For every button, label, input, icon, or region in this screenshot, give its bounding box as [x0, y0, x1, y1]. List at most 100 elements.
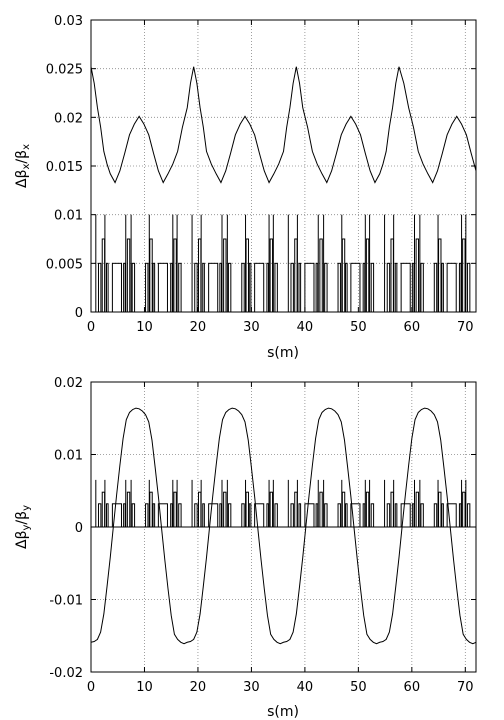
beta-x-element-box	[145, 262, 149, 313]
beta-y-element-box	[248, 503, 252, 528]
beta-y-element-box	[223, 491, 227, 528]
beta-x-element-box	[178, 262, 182, 313]
beta-y-element-box	[145, 503, 149, 528]
beta-x-lattice-elements	[91, 214, 476, 313]
beta-y-element-box	[173, 491, 177, 528]
beta-y-element-box	[266, 503, 270, 528]
beta-y-element-box	[345, 503, 348, 528]
beta-x-element-box	[298, 262, 302, 313]
beta-x-element-box	[370, 262, 375, 313]
beta-x-element-box	[420, 262, 424, 313]
beta-x-element-box	[446, 262, 457, 313]
beta-y-xlabel: s(m)	[267, 704, 299, 720]
beta-y-element-box	[433, 503, 438, 528]
beta-x-element-box	[248, 262, 252, 313]
beta-y-element-box	[178, 503, 182, 528]
beta-y-xtick-label: 30	[243, 680, 260, 695]
beta-y-element-box	[462, 491, 466, 528]
beta-x-element-box	[254, 262, 265, 313]
beta-x-element-box	[290, 262, 294, 313]
beta-y-element-box	[438, 491, 442, 528]
beta-y-element-box	[415, 491, 420, 528]
beta-x-element-box	[152, 262, 156, 313]
beta-y-xtick-label: 10	[136, 680, 153, 695]
beta-x-element-box	[149, 238, 153, 313]
beta-x-xlabel: s(m)	[267, 345, 299, 361]
beta-y-element-box	[241, 503, 245, 528]
beta-y-element-box	[269, 491, 274, 528]
beta-y-element-box	[337, 503, 341, 528]
beta-x-element-box	[173, 238, 177, 313]
beta-x-element-box	[227, 262, 232, 313]
beta-y-element-box	[319, 491, 323, 528]
beta-x-ytick-label: 0.02	[54, 111, 83, 126]
beta-x-element-box	[223, 238, 227, 313]
beta-x-element-box	[126, 238, 131, 313]
beta-y-element-box	[170, 503, 173, 528]
beta-x-element-box	[97, 262, 102, 313]
beta-x-xtick-label: 0	[87, 320, 95, 335]
beta-x-element-box	[304, 262, 315, 313]
beta-x-element-box	[106, 262, 109, 313]
beta-y-element-box	[441, 503, 444, 528]
beta-x-element-box	[202, 262, 205, 313]
beta-y-curve	[90, 407, 477, 645]
beta-y-element-box	[131, 503, 136, 528]
beta-x-element-box	[390, 238, 394, 313]
beta-y-element-box	[101, 491, 106, 528]
beta-y-element-box	[370, 503, 375, 528]
beta-x-ytick-label: 0.01	[54, 209, 83, 224]
beta-y-element-box	[390, 491, 394, 528]
beta-x-element-box	[101, 238, 106, 313]
beta-x-element-box	[241, 262, 245, 313]
beta-x-element-box	[441, 262, 444, 313]
beta-y-element-box	[420, 503, 424, 528]
beta-x-element-box	[411, 262, 415, 313]
beta-x-element-box	[170, 262, 173, 313]
beta-x-panel: 0 10 20 30 40 50 60 70 0 0.005 0.01 0.015 0.02 0.025 0…	[14, 14, 477, 361]
beta-x-ylabel: Δβx/βx	[14, 144, 32, 188]
beta-y-element-box	[227, 503, 232, 528]
beta-y-element-box	[194, 503, 198, 528]
beta-y-ytick-label: 0	[75, 521, 83, 536]
beta-y-element-box	[152, 503, 156, 528]
beta-y-xtick-label: 50	[350, 680, 367, 695]
beta-x-element-box	[324, 262, 328, 313]
beta-x-element-box	[219, 262, 222, 313]
beta-x-element-box	[362, 262, 366, 313]
beta-y-element-box	[298, 503, 302, 528]
beta-x-element-box	[400, 262, 411, 313]
beta-x-element-box	[315, 262, 319, 313]
beta-y-xtick-label: 60	[404, 680, 421, 695]
beta-x-element-box	[462, 238, 466, 313]
beta-x-element-box	[157, 262, 168, 313]
beta-x-element-box	[438, 238, 442, 313]
beta-x-ytick-label: 0.025	[46, 63, 83, 78]
beta-y-xtick-label: 70	[457, 680, 474, 695]
beta-x-xtick-label: 20	[190, 320, 207, 335]
beta-x-element-box	[131, 262, 136, 313]
beta-y-lattice-elements	[91, 479, 476, 528]
beta-y-xtick-label: 40	[297, 680, 314, 695]
beta-x-element-box	[433, 262, 438, 313]
beta-x-element-box	[458, 262, 462, 313]
beta-y-element-box	[202, 503, 205, 528]
beta-y-element-box	[466, 503, 471, 528]
beta-x-ytick-label: 0.03	[54, 14, 83, 29]
beta-y-ytick-label: 0.01	[54, 449, 83, 464]
beta-x-element-box	[415, 238, 420, 313]
beta-y-element-box	[106, 503, 109, 528]
beta-x-element-box	[394, 262, 398, 313]
beta-x-ticks: 0 10 20 30 40 50 60 70 0 0.005 0.01 0.015 0.02 0.025 0…	[46, 14, 476, 335]
beta-x-xtick-label: 70	[457, 320, 474, 335]
beta-y-element-box	[245, 491, 249, 528]
beta-x-element-box	[341, 238, 346, 313]
beta-x-xtick-label: 10	[136, 320, 153, 335]
beta-y-element-box	[394, 503, 398, 528]
beta-x-element-box	[266, 262, 270, 313]
beta-x-curve	[90, 66, 477, 184]
beta-x-element-box	[365, 238, 370, 313]
beta-y-element-box	[219, 503, 222, 528]
